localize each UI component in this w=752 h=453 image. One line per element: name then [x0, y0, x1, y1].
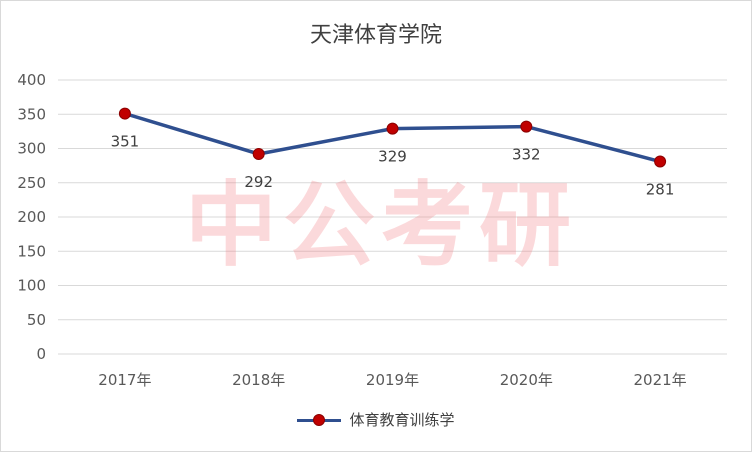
chart-legend: 体育教育训练学	[1, 409, 751, 430]
data-label: 281	[646, 181, 675, 199]
y-tick-label: 50	[27, 311, 46, 329]
x-tick-label: 2017年	[98, 371, 151, 389]
y-tick-label: 200	[17, 208, 46, 226]
y-tick-label: 150	[17, 242, 46, 260]
data-label: 329	[378, 148, 407, 166]
watermark-text: 中公考研	[184, 172, 577, 279]
legend-label: 体育教育训练学	[349, 411, 455, 429]
data-point	[118, 107, 131, 120]
chart-title: 天津体育学院	[309, 23, 442, 48]
y-tick-label: 300	[17, 140, 46, 158]
y-tick-label: 400	[17, 71, 46, 89]
y-tick-label: 250	[17, 174, 46, 192]
y-tick-label: 100	[17, 277, 46, 295]
data-point	[252, 147, 265, 160]
data-label: 292	[244, 173, 273, 191]
data-label: 351	[111, 133, 140, 151]
x-tick-label: 2020年	[500, 371, 553, 389]
data-label: 332	[512, 146, 541, 164]
x-tick-label: 2019年	[366, 371, 419, 389]
x-tick-label: 2018年	[232, 371, 285, 389]
y-tick-label: 350	[17, 105, 46, 123]
y-tick-label: 0	[36, 345, 46, 363]
data-point	[386, 122, 399, 135]
data-point	[520, 120, 533, 133]
legend-line-marker-icon	[297, 413, 342, 427]
data-point	[654, 155, 667, 168]
x-tick-label: 2021年	[634, 371, 687, 389]
